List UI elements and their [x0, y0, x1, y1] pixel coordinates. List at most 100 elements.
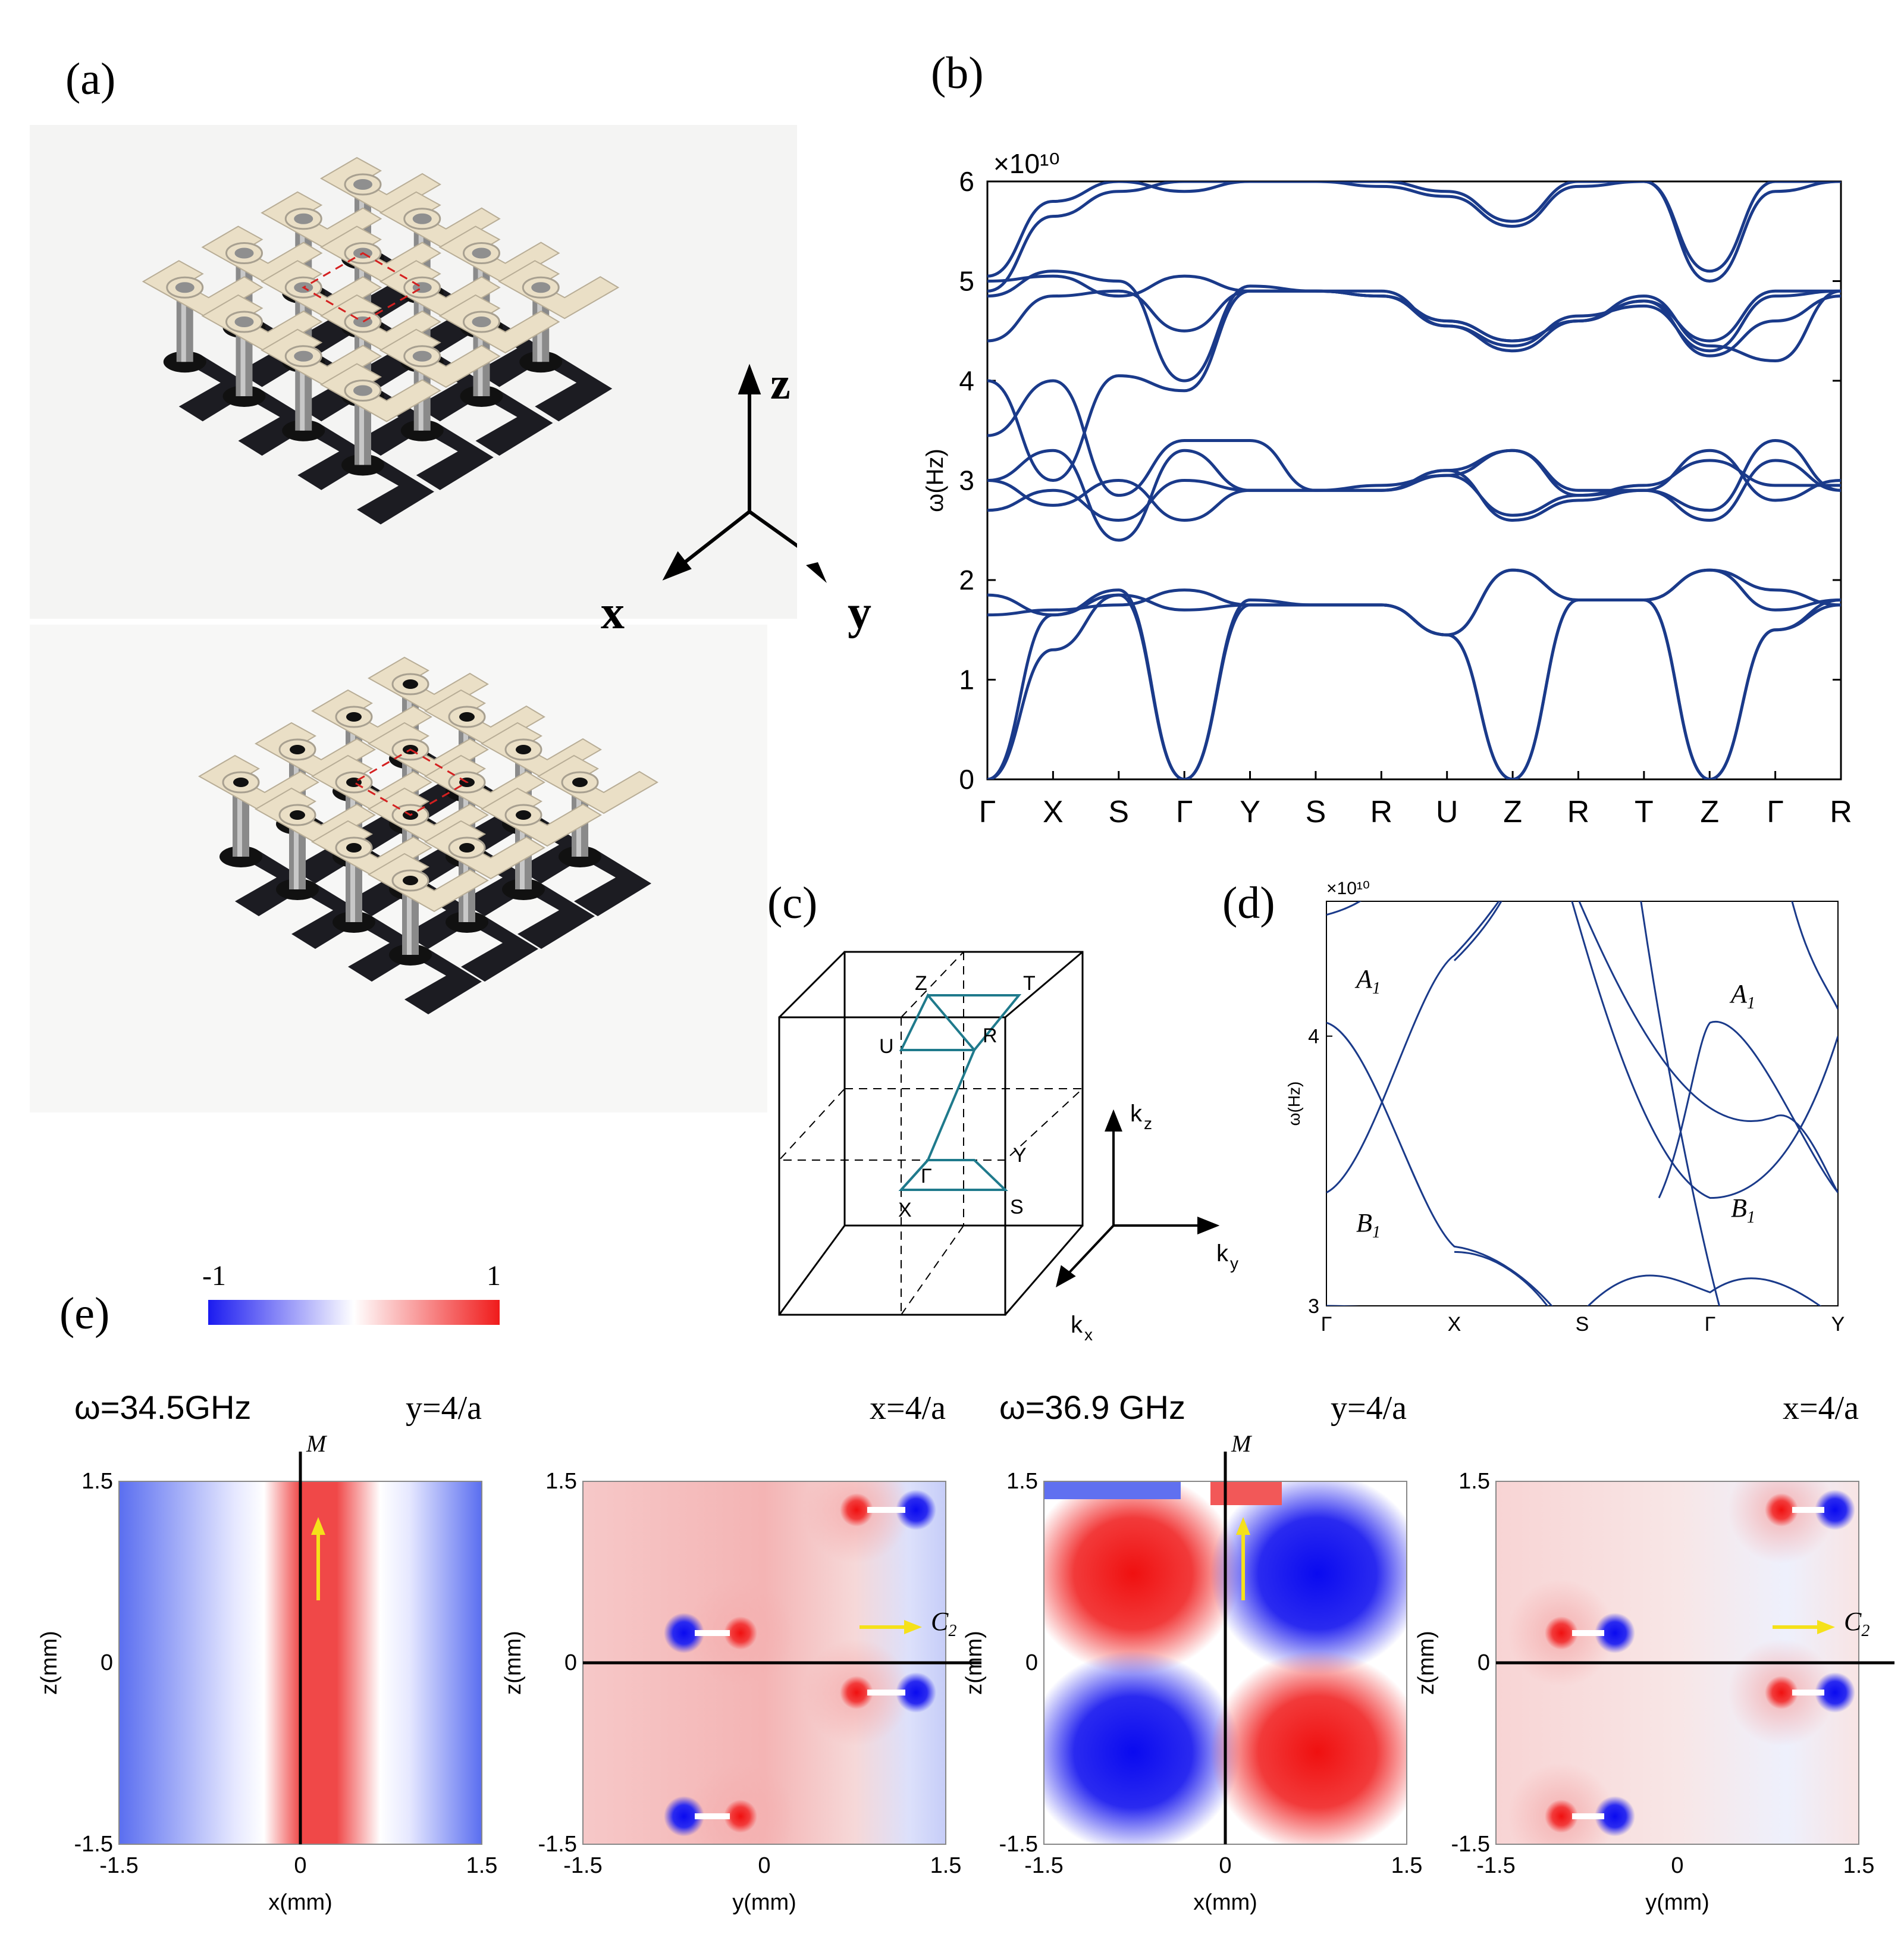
via-hole [459, 843, 475, 853]
bottom-strip [297, 424, 375, 490]
unit-cell-outline [302, 252, 424, 323]
field-image [1044, 1481, 1407, 1844]
unit-cell-outline [352, 748, 469, 816]
mode-label: A1 [1354, 964, 1381, 998]
band-line [1571, 901, 1838, 1199]
x-tick-label: Y [1831, 1313, 1845, 1336]
bottom-strip [416, 424, 494, 490]
mode-label: A1 [1729, 979, 1755, 1013]
y-exponent: ×10¹⁰ [1326, 879, 1370, 898]
band-plot-area: 0 1 2 3 4 5 6 Γ X S Γ Y S R U Z R T Z Γ R ×10¹⁰ ω(Hz) [922, 148, 1852, 829]
x-tick-label: R [1567, 795, 1590, 829]
colorbar: -1 1 [202, 1260, 501, 1325]
y-tick-label: 3 [1308, 1295, 1319, 1318]
panel-label-a: (a) [65, 54, 116, 104]
x-tick-label: -1.5 [99, 1853, 138, 1878]
via-hole [516, 745, 531, 754]
band-line [1587, 1274, 1822, 1306]
field-lobe [1044, 1481, 1240, 1675]
band-line [1791, 901, 1838, 1010]
bz-point-labels: Z T U R Γ Y X S [879, 972, 1036, 1221]
band-line [1453, 901, 1503, 961]
bz-point-u: U [879, 1035, 894, 1058]
conductor-gap [1792, 1690, 1824, 1696]
field-hotspot-blue [1815, 1672, 1855, 1713]
field-hotspot-blue [664, 1613, 704, 1653]
via-hole [233, 778, 249, 787]
x-tick-label: Y [1240, 795, 1260, 829]
via-hole [403, 876, 418, 885]
field-lobe-edge [1210, 1481, 1282, 1505]
y-tick-label: -1.5 [999, 1832, 1038, 1857]
axis-label-z: z [770, 359, 791, 409]
field-hotspot-red [840, 1676, 873, 1709]
conductor-gap [1572, 1813, 1604, 1819]
via-hole [531, 282, 551, 293]
field-map-3: -1.5 0 1.5 1.5 0 -1.5 x(mm) z(mm) ω=36.9 GHz y=4/… [962, 1389, 1422, 1915]
via-hole [472, 247, 491, 259]
field-maps: -1.5 0 1.5 1.5 0 -1.5 x(mm) z(mm) ω=34.5GHz y=4/a… [37, 1389, 1894, 1915]
plot-frame [1326, 901, 1839, 1306]
band-line [987, 181, 1841, 283]
x-tick-label: 1.5 [466, 1853, 498, 1878]
band-line [1326, 1021, 1553, 1306]
plane-label: y=4/a [1331, 1390, 1407, 1427]
band-line [987, 379, 1841, 497]
bottom-strip [461, 851, 538, 916]
via-hole [572, 778, 588, 787]
x-tick-label: 0 [294, 1853, 306, 1878]
top-plate [424, 820, 545, 880]
bottom-strip [348, 916, 425, 982]
pillar-highlight [350, 848, 355, 922]
y-axis-label: z(mm) [501, 1631, 526, 1695]
x-tick-label: -1.5 [563, 1853, 602, 1878]
plane-label: x=4/a [1783, 1390, 1859, 1427]
field-hotspot-blue [1595, 1796, 1635, 1837]
y-tick-label: 1 [959, 665, 974, 695]
via-hole [234, 247, 254, 259]
kz-label: k [1130, 1101, 1143, 1127]
band-line [1326, 901, 1500, 1193]
via-hole [290, 745, 305, 754]
x-tick-label: R [1370, 795, 1393, 829]
pillar-highlight [240, 322, 246, 396]
field-hotspot-red [1545, 1616, 1578, 1650]
bottom-strip [404, 883, 482, 949]
bottom-strip [178, 356, 256, 422]
bottom-strip [574, 851, 651, 916]
field-hotspot-blue [1815, 1490, 1855, 1530]
band-line [1326, 901, 1362, 916]
via-hole [353, 385, 372, 396]
y-axis-label: z(mm) [37, 1631, 62, 1695]
pillar-highlight [181, 287, 186, 362]
field-map-4: -1.5 0 1.5 1.5 0 -1.5 y(mm) z(mm) x=4/a C2 [1414, 1390, 1894, 1915]
plane-label: y=4/a [406, 1390, 482, 1427]
y-tick-label: 1.5 [81, 1469, 113, 1494]
pillar-highlight [300, 356, 305, 431]
via-hole [403, 679, 418, 689]
y-tick-label: 5 [959, 266, 974, 297]
bz-point-s: S [1010, 1196, 1024, 1218]
bz-point-z: Z [915, 972, 927, 995]
polarization-arrow-head [1236, 1517, 1250, 1535]
bz-midplanes [777, 951, 1084, 1315]
bottom-strip [535, 356, 613, 422]
bottom-strip [357, 390, 434, 456]
via-hole [346, 712, 362, 722]
y-tick-label: -1.5 [538, 1832, 577, 1857]
bottom-strip [235, 851, 312, 916]
top-plate [379, 328, 501, 388]
field-hotspot-red [724, 1800, 757, 1833]
ky-label: k [1216, 1240, 1229, 1267]
x-tick-label: S [1108, 795, 1129, 829]
colorbar-gradient [208, 1300, 500, 1325]
field-hotspot-red [840, 1493, 873, 1527]
y-tick-label: 1.5 [545, 1469, 577, 1494]
mode-label: B1 [1731, 1193, 1755, 1227]
kz-sub: z [1144, 1114, 1152, 1133]
x-tick-label: X [1448, 1313, 1461, 1336]
x-axis-label: y(mm) [1645, 1890, 1709, 1915]
field-hotspot-red [1765, 1676, 1798, 1709]
y-tick-label: 0 [1025, 1650, 1038, 1675]
